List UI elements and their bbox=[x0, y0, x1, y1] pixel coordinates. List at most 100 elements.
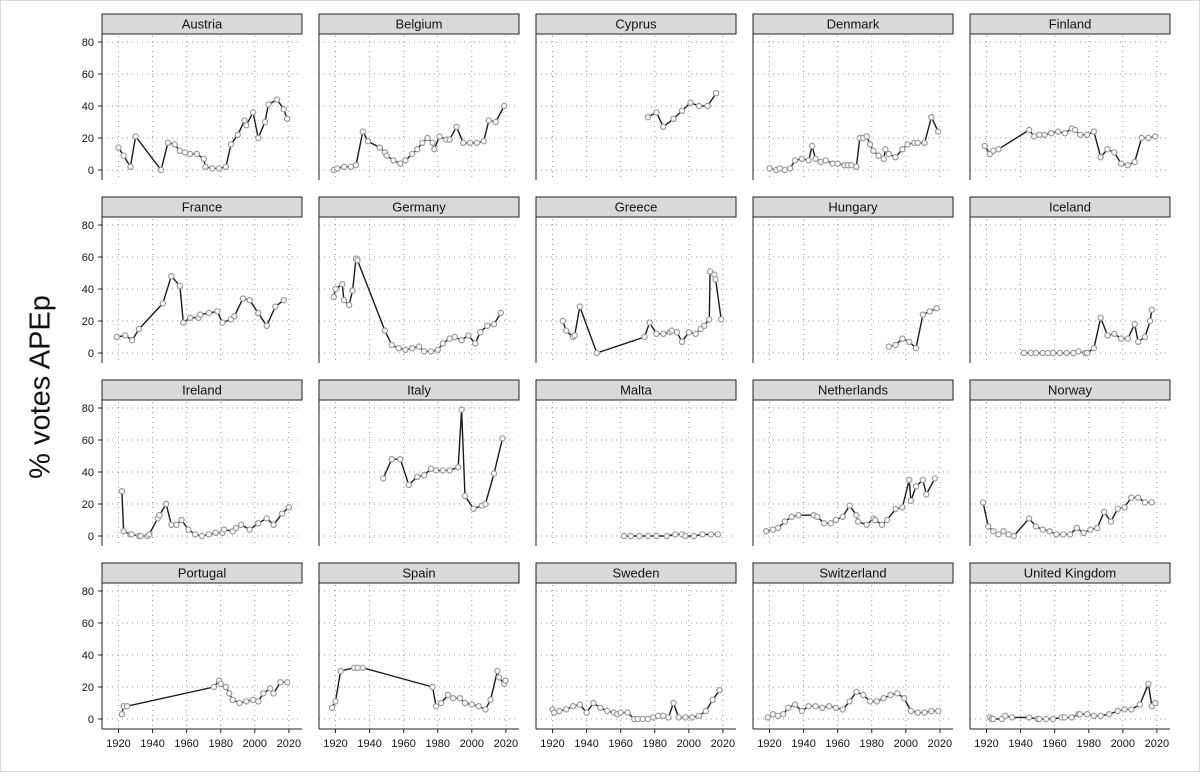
data-point bbox=[1128, 706, 1135, 713]
panel-cyprus: Cyprus bbox=[535, 13, 737, 180]
panel-title: Greece bbox=[615, 200, 658, 215]
data-point bbox=[502, 677, 509, 684]
data-point bbox=[1090, 712, 1098, 720]
data-point bbox=[1068, 714, 1075, 721]
data-point bbox=[436, 133, 443, 140]
data-point bbox=[200, 155, 207, 162]
panel-title: Portugal bbox=[178, 566, 227, 581]
panel-france: France 0 20 40 60 80 bbox=[82, 196, 303, 363]
data-point bbox=[255, 698, 262, 705]
data-point bbox=[590, 699, 597, 707]
data-point bbox=[1128, 494, 1135, 501]
data-point bbox=[717, 316, 725, 323]
data-point bbox=[853, 163, 860, 170]
data-point bbox=[1046, 528, 1053, 535]
data-point bbox=[812, 703, 819, 710]
data-point bbox=[682, 532, 689, 540]
data-point bbox=[439, 467, 447, 474]
data-point bbox=[1027, 349, 1035, 357]
data-point bbox=[472, 340, 479, 347]
series-line bbox=[1024, 309, 1153, 354]
data-point bbox=[164, 139, 172, 146]
panel-title: United Kingdom bbox=[1024, 566, 1117, 581]
x-tick-label: 2000 bbox=[894, 738, 918, 750]
y-tick-label: 0 bbox=[88, 348, 94, 360]
data-point bbox=[340, 163, 348, 170]
data-point bbox=[1002, 712, 1009, 720]
data-point bbox=[1020, 349, 1028, 357]
x-tick-label: 1920 bbox=[106, 738, 130, 750]
data-point bbox=[263, 515, 270, 522]
data-point bbox=[483, 322, 491, 329]
data-point bbox=[627, 532, 635, 540]
data-point bbox=[123, 703, 131, 710]
panel-belgium: Belgium bbox=[318, 13, 520, 180]
data-point bbox=[883, 516, 891, 524]
data-point bbox=[808, 142, 816, 150]
data-point bbox=[576, 303, 583, 310]
data-point bbox=[1114, 707, 1121, 715]
panel-title: Finland bbox=[1049, 17, 1092, 32]
data-point bbox=[1131, 321, 1138, 328]
panel-strip bbox=[318, 13, 520, 35]
data-point bbox=[120, 528, 127, 535]
data-point bbox=[226, 690, 233, 697]
data-point bbox=[395, 345, 402, 352]
data-point bbox=[120, 152, 127, 159]
data-point bbox=[1048, 129, 1055, 137]
panel-strip bbox=[969, 379, 1171, 401]
data-point bbox=[330, 293, 338, 301]
data-point bbox=[424, 134, 431, 142]
data-point bbox=[132, 133, 139, 140]
panel-title: Norway bbox=[1048, 383, 1093, 398]
x-tick-label: 2020 bbox=[711, 738, 735, 750]
data-point bbox=[639, 715, 647, 723]
data-point bbox=[673, 329, 681, 336]
data-point bbox=[197, 311, 204, 318]
data-point bbox=[644, 715, 652, 723]
data-point bbox=[1054, 128, 1062, 135]
data-point bbox=[1136, 701, 1144, 708]
data-point bbox=[1083, 349, 1091, 357]
data-point bbox=[128, 337, 136, 344]
x-tick-label: 1960 bbox=[391, 738, 415, 750]
panel-strip bbox=[535, 196, 737, 218]
data-point bbox=[682, 714, 689, 721]
data-point bbox=[624, 709, 631, 716]
data-point bbox=[990, 715, 997, 723]
data-point bbox=[156, 512, 163, 519]
data-point bbox=[437, 699, 445, 707]
data-point bbox=[1141, 333, 1149, 341]
data-point bbox=[180, 319, 187, 326]
panel-finland: Finland bbox=[969, 13, 1171, 180]
data-point bbox=[863, 521, 870, 529]
data-point bbox=[408, 345, 416, 352]
data-point bbox=[603, 707, 611, 715]
data-point bbox=[923, 491, 930, 498]
data-point bbox=[337, 667, 344, 675]
panel-strip bbox=[969, 196, 1171, 218]
data-point bbox=[1076, 711, 1084, 718]
data-point bbox=[446, 136, 453, 143]
data-point bbox=[882, 145, 889, 153]
data-point bbox=[774, 524, 782, 532]
data-point bbox=[1090, 128, 1098, 135]
panel-denmark: Denmark bbox=[752, 13, 954, 180]
data-point bbox=[1000, 528, 1007, 535]
data-point bbox=[460, 139, 467, 146]
data-point bbox=[359, 128, 366, 135]
data-point bbox=[1104, 145, 1111, 153]
data-point bbox=[157, 166, 165, 174]
data-point bbox=[414, 145, 421, 153]
data-point bbox=[1061, 129, 1069, 137]
data-point bbox=[215, 165, 223, 172]
data-point bbox=[646, 319, 653, 326]
data-point bbox=[1105, 711, 1113, 718]
data-point bbox=[270, 521, 277, 529]
x-tick-label: 1920 bbox=[540, 738, 564, 750]
data-point bbox=[791, 157, 799, 164]
data-point bbox=[892, 505, 899, 512]
data-point bbox=[402, 157, 409, 164]
data-point bbox=[449, 695, 457, 702]
